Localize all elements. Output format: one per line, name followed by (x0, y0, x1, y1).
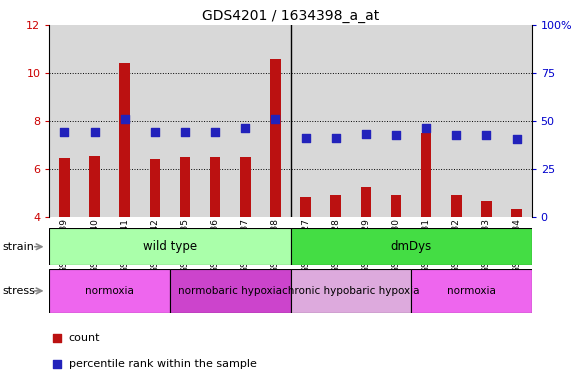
Bar (149, 159, 160, 217)
Text: wild type: wild type (143, 240, 197, 253)
Point (150, 129, 160, 135)
Bar (49, 228, 290, 265)
Bar (290, 228, 532, 265)
Text: stress: stress (3, 286, 36, 296)
Bar (49, 269, 170, 313)
Bar (481, 201, 492, 217)
Bar (180, 157, 191, 217)
Point (120, 116, 130, 122)
Point (180, 129, 189, 135)
Bar (381, 25, 411, 217)
Bar (290, 269, 411, 313)
Bar (140, 25, 170, 217)
Point (271, 116, 280, 122)
Bar (511, 209, 522, 217)
Bar (441, 25, 471, 217)
Bar (290, 25, 321, 217)
Point (451, 132, 461, 139)
Text: normoxia: normoxia (447, 286, 496, 296)
Point (210, 129, 220, 135)
Point (482, 132, 491, 139)
Bar (170, 269, 290, 313)
Text: count: count (69, 333, 100, 343)
Bar (270, 59, 281, 217)
Point (331, 135, 340, 141)
Text: percentile rank within the sample: percentile rank within the sample (69, 359, 257, 369)
Bar (110, 25, 140, 217)
Bar (89, 156, 100, 217)
Point (421, 125, 431, 131)
Bar (300, 197, 311, 217)
Bar (80, 25, 110, 217)
Text: strain: strain (3, 242, 35, 252)
Text: normoxia: normoxia (85, 286, 134, 296)
Bar (471, 25, 501, 217)
Bar (200, 25, 230, 217)
Bar (321, 25, 351, 217)
Bar (361, 187, 371, 217)
Bar (421, 133, 432, 217)
Bar (390, 195, 401, 217)
Bar (411, 25, 441, 217)
Point (90, 129, 99, 135)
Point (241, 125, 250, 131)
Text: dmDys: dmDys (390, 240, 432, 253)
Bar (411, 269, 532, 313)
Bar (59, 158, 70, 217)
Bar (120, 63, 130, 217)
Point (301, 135, 310, 141)
Point (361, 131, 371, 137)
Bar (351, 25, 381, 217)
Bar (210, 157, 220, 217)
Bar (451, 195, 461, 217)
Title: GDS4201 / 1634398_a_at: GDS4201 / 1634398_a_at (202, 8, 379, 23)
Bar (501, 25, 532, 217)
Point (52, 334, 61, 341)
Bar (170, 25, 200, 217)
Point (392, 132, 401, 139)
Bar (49, 25, 80, 217)
Bar (331, 195, 341, 217)
Bar (230, 25, 260, 217)
Text: normobaric hypoxia: normobaric hypoxia (178, 286, 282, 296)
Bar (240, 157, 250, 217)
Point (60, 129, 69, 135)
Point (512, 136, 521, 142)
Bar (260, 25, 290, 217)
Text: chronic hypobaric hypoxia: chronic hypobaric hypoxia (282, 286, 419, 296)
Point (52, 361, 61, 367)
